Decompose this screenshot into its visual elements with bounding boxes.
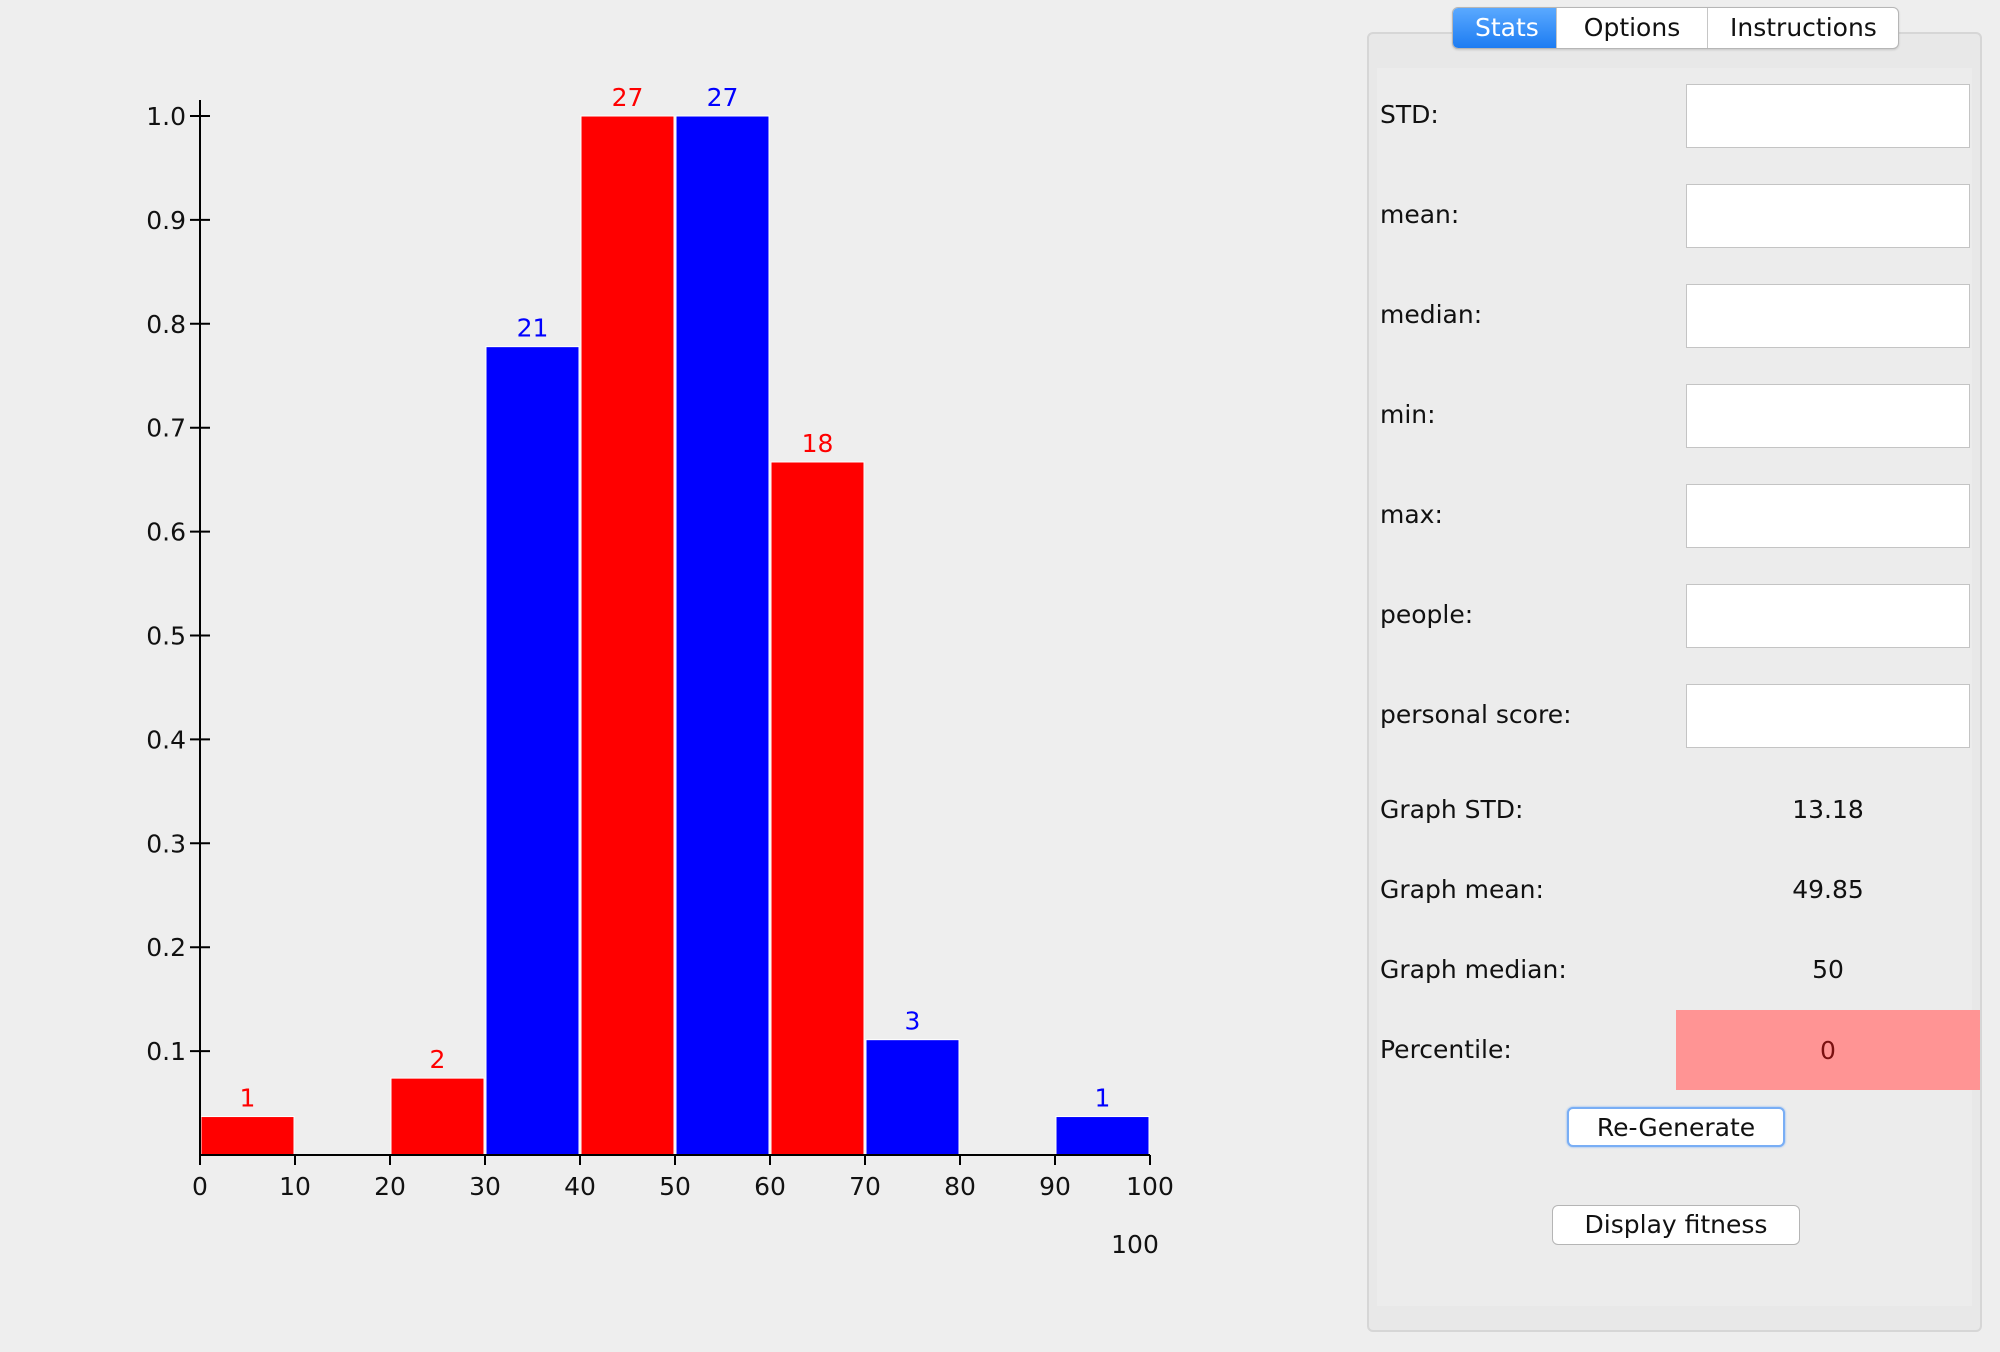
histogram-bar (1055, 1116, 1150, 1156)
people-label: people: (1380, 600, 1474, 629)
personal-score-label: personal score: (1380, 700, 1572, 729)
std-label: STD: (1380, 100, 1439, 129)
graph-std-label: Graph STD: (1380, 795, 1524, 824)
y-tick-label: 0.6 (146, 518, 186, 547)
percentile-value: 0 (1676, 1010, 1980, 1090)
median-label: median: (1380, 300, 1483, 329)
histogram-bar (485, 346, 580, 1156)
x-tick-label: 60 (754, 1172, 786, 1201)
tab-instructions[interactable]: Instructions (1730, 13, 1877, 42)
regenerate-button[interactable]: Re-Generate (1567, 1107, 1785, 1147)
y-tick-label: 0.5 (146, 622, 186, 651)
histogram-bar (200, 1116, 295, 1156)
bar-count-label: 3 (905, 1007, 921, 1036)
median-field[interactable] (1686, 284, 1970, 348)
bar-count-label: 27 (612, 83, 644, 112)
histogram-chart: 1 2 21 27 27 18 3 1 0 10 20 30 40 50 60 70 80 90 100 0.1 0.2… (146, 83, 1174, 1259)
x-tick-label: 0 (192, 1172, 208, 1201)
histogram-bar (865, 1039, 960, 1156)
y-tick-label: 0.8 (146, 310, 186, 339)
histogram-bar (770, 461, 865, 1156)
bar-count-label: 2 (430, 1045, 446, 1074)
x-tick-label: 50 (659, 1172, 691, 1201)
bar-count-label: 27 (707, 83, 739, 112)
graph-median-value: 50 (1812, 955, 1844, 984)
x-tick-label: 10 (279, 1172, 311, 1201)
x-tick-label: 30 (469, 1172, 501, 1201)
x-tick-label: 80 (944, 1172, 976, 1201)
x-tick-label: 70 (849, 1172, 881, 1201)
histogram-bar (580, 115, 675, 1156)
x-tick-label: 20 (374, 1172, 406, 1201)
bar-count-label: 1 (1095, 1084, 1111, 1113)
y-tick-label: 0.4 (146, 725, 186, 754)
bar-count-label: 1 (240, 1084, 256, 1113)
people-field[interactable] (1686, 584, 1970, 648)
mean-field[interactable] (1686, 184, 1970, 248)
bar-count-label: 21 (517, 314, 549, 343)
tab-stats[interactable]: Stats (1453, 8, 1557, 48)
tab-bar: Stats Options Instructions (1452, 7, 1899, 49)
max-label: max: (1380, 500, 1443, 529)
y-tick-label: 0.9 (146, 206, 186, 235)
y-tick-label: 1.0 (146, 102, 186, 131)
histogram-bar (390, 1077, 485, 1156)
min-field[interactable] (1686, 384, 1970, 448)
display-fitness-button[interactable]: Display fitness (1552, 1205, 1800, 1245)
graph-median-label: Graph median: (1380, 955, 1567, 984)
y-tick-label: 0.3 (146, 829, 186, 858)
graph-std-value: 13.18 (1792, 795, 1864, 824)
percentile-label: Percentile: (1380, 1035, 1512, 1064)
personal-score-field[interactable] (1686, 684, 1970, 748)
x-tick-label: 100 (1126, 1172, 1174, 1201)
mean-label: mean: (1380, 200, 1460, 229)
bar-count-label: 18 (802, 429, 834, 458)
histogram-bar (675, 115, 770, 1156)
y-tick-label: 0.7 (146, 414, 186, 443)
graph-mean-label: Graph mean: (1380, 875, 1544, 904)
max-field[interactable] (1686, 484, 1970, 548)
std-field[interactable] (1686, 84, 1970, 148)
x-tick-label: 40 (564, 1172, 596, 1201)
graph-mean-value: 49.85 (1792, 875, 1864, 904)
x-tick-label: 90 (1039, 1172, 1071, 1201)
y-tick-label: 0.1 (146, 1037, 186, 1066)
tab-options[interactable]: Options (1557, 8, 1708, 48)
x-axis-extra-label: 100 (1111, 1230, 1159, 1259)
y-tick-label: 0.2 (146, 933, 186, 962)
min-label: min: (1380, 400, 1436, 429)
